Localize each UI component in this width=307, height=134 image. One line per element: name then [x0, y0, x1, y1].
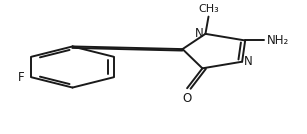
Text: N: N — [195, 27, 204, 40]
Text: CH₃: CH₃ — [198, 4, 219, 14]
Text: F: F — [18, 71, 25, 84]
Text: NH₂: NH₂ — [266, 34, 289, 47]
Text: N: N — [244, 55, 252, 68]
Text: O: O — [182, 92, 192, 105]
